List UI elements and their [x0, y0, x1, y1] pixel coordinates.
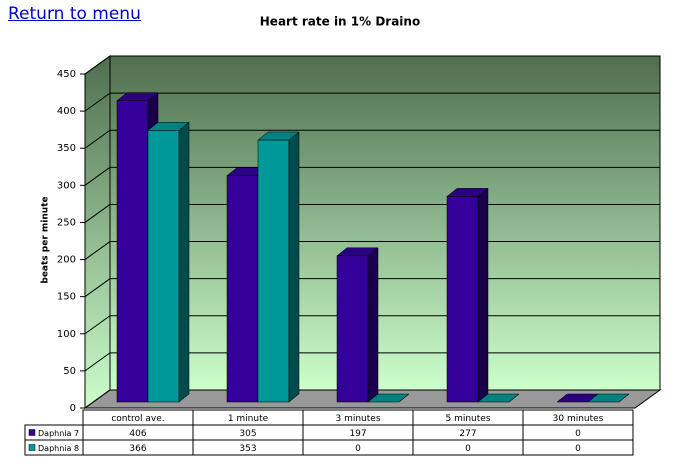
- table-value: 0: [465, 444, 471, 454]
- back-wall: [109, 55, 661, 391]
- y-tick-label: 450: [57, 69, 76, 80]
- grid-line: [84, 92, 111, 112]
- bar-side: [398, 393, 410, 403]
- y-tick-label: 250: [57, 217, 76, 228]
- bar-front: [446, 196, 479, 403]
- y-tick-label: 400: [57, 106, 76, 117]
- table-value: 353: [239, 444, 256, 454]
- x-tick-label: 3 minutes: [335, 414, 380, 424]
- bar-front: [336, 255, 369, 403]
- table-value: 305: [239, 429, 256, 439]
- y-tick-label: 150: [57, 292, 76, 303]
- bar-side: [508, 393, 520, 403]
- bar: [587, 393, 630, 403]
- legend-swatch: [28, 429, 36, 436]
- grid-line: [84, 204, 111, 223]
- grid-line: [84, 389, 111, 409]
- table-value: 277: [459, 429, 476, 439]
- legend-swatch: [28, 444, 36, 451]
- bar-front: [147, 130, 180, 403]
- table-value: 197: [349, 429, 366, 439]
- x-tick-label: control ave.: [111, 414, 164, 424]
- chart-title: Heart rate in 1% Draino: [260, 15, 420, 29]
- bar: [257, 131, 300, 403]
- y-tick-label: 50: [63, 366, 76, 377]
- y-tick-label: 350: [57, 143, 76, 154]
- x-tick-label: 5 minutes: [445, 414, 490, 424]
- table-value: 366: [129, 444, 146, 454]
- return-link[interactable]: Return to menu: [8, 4, 141, 24]
- bar-front: [257, 139, 290, 403]
- bar: [367, 393, 410, 403]
- x-tick-label: 30 minutes: [553, 414, 604, 424]
- bar-side: [178, 121, 190, 403]
- legend-label: Daphnia 7: [38, 429, 79, 438]
- grid-line: [84, 241, 111, 260]
- grid-line: [84, 315, 111, 335]
- y-tick-label: 100: [57, 329, 76, 340]
- table-value: 406: [129, 429, 146, 439]
- y-axis-title: beats per minute: [41, 196, 51, 283]
- bar-side: [288, 131, 300, 403]
- bar: [336, 247, 379, 403]
- bar-side: [367, 247, 379, 403]
- grid-line: [84, 166, 111, 186]
- y-tick-label: 200: [57, 255, 76, 266]
- grid-line: [84, 278, 111, 298]
- bar: [446, 187, 489, 403]
- bar-side: [477, 187, 489, 403]
- bar-front: [116, 100, 149, 403]
- bar: [477, 393, 520, 403]
- table-value: 0: [575, 444, 581, 454]
- table-value: 0: [355, 444, 361, 454]
- y-tick-label: 300: [57, 180, 76, 191]
- y-tick-label: 0: [70, 403, 76, 414]
- x-tick-label: 1 minute: [228, 414, 269, 424]
- grid-line: [84, 129, 111, 149]
- grid-line: [84, 352, 111, 372]
- grid-line: [84, 55, 111, 75]
- bar: [147, 121, 190, 403]
- bar-front: [226, 175, 259, 403]
- table-value: 0: [575, 429, 581, 439]
- legend-label: Daphnia 8: [38, 444, 79, 453]
- bar-side: [618, 393, 630, 403]
